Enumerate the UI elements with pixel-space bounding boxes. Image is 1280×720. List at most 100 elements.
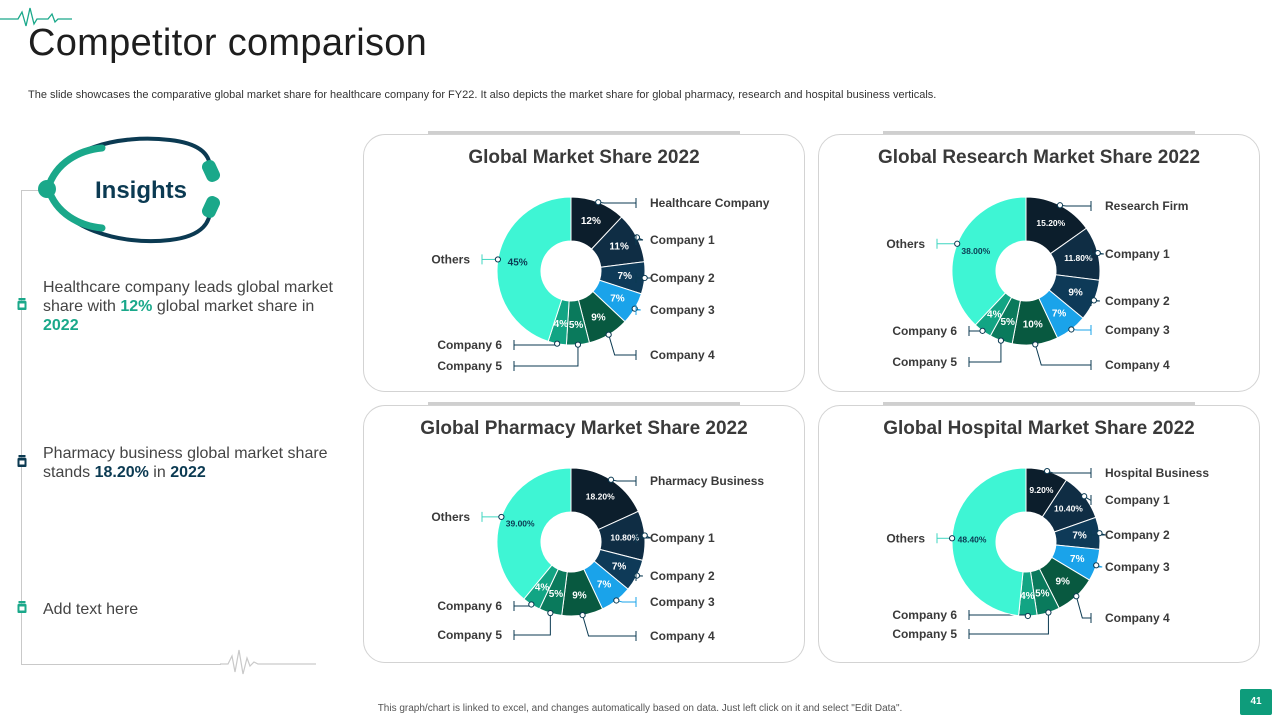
- category-label: Company 4: [650, 629, 715, 643]
- leader-dot: [1090, 297, 1098, 304]
- chart-title: Global Hospital Market Share 2022: [883, 418, 1195, 439]
- category-label: Company 2: [650, 569, 715, 583]
- slice-value-label: 9%: [1055, 577, 1070, 588]
- category-label: Research Firm: [1105, 199, 1188, 213]
- heartbeat-line-icon: [0, 7, 72, 27]
- slice-value-label: 38.00%: [961, 246, 990, 256]
- page-subtitle: The slide showcases the comparative glob…: [28, 89, 937, 101]
- leader-line: [514, 344, 579, 367]
- leader-dot: [595, 199, 602, 206]
- insight-1: Healthcare company leads global market s…: [43, 278, 343, 335]
- panel-bottom-line: [21, 664, 221, 665]
- category-label: Company 4: [1105, 358, 1170, 372]
- insight-2-highlight-percent: 18.20%: [94, 464, 149, 481]
- leader-dot: [498, 513, 505, 521]
- insight-2-highlight-year: 2022: [170, 464, 206, 481]
- slice-value-label: 9%: [1068, 287, 1083, 298]
- slice-value-label: 39.00%: [506, 519, 535, 529]
- leader-dot: [607, 476, 615, 483]
- slice-value-label: 4%: [987, 310, 1002, 321]
- category-label: Others: [431, 510, 470, 524]
- leader-dot: [633, 234, 641, 241]
- slice-value-label: 7%: [1052, 309, 1067, 320]
- leader-dot: [574, 341, 582, 348]
- category-label: Company 4: [1105, 611, 1170, 625]
- donut-hole: [996, 241, 1056, 301]
- leader-dot: [613, 597, 620, 604]
- slice-value-label: 5%: [549, 589, 564, 600]
- category-label: Healthcare Company: [650, 196, 770, 210]
- footer-note: This graph/chart is linked to excel, and…: [377, 703, 903, 714]
- leader-dot: [1032, 341, 1039, 348]
- leader-line: [1059, 204, 1091, 207]
- leader-dot: [1043, 467, 1051, 475]
- slice-value-label: 48.40%: [958, 534, 987, 544]
- bottle-bullet-icon: [17, 601, 27, 613]
- leader-dot: [641, 274, 648, 282]
- slice-value-label: 18.20%: [586, 492, 615, 502]
- slice-value-label: 45%: [508, 258, 528, 269]
- leader-line: [582, 614, 636, 637]
- slice-value-label: 4%: [554, 319, 569, 330]
- slice-value-label: 9%: [572, 590, 587, 601]
- category-label: Company 3: [1105, 560, 1170, 574]
- card-tab: [883, 402, 1195, 406]
- category-label: Company 2: [1105, 294, 1170, 308]
- category-label: Company 1: [1105, 247, 1170, 261]
- slice-value-label: 11.80%: [1064, 253, 1093, 263]
- chart-card-research: Global Research Market Share 2022 15.20%…: [818, 134, 1260, 392]
- category-label: Company 2: [650, 271, 715, 285]
- leader-dot: [528, 601, 535, 608]
- leader-dot: [1096, 530, 1103, 537]
- leader-dot: [1045, 609, 1052, 616]
- leader-dot: [979, 327, 986, 334]
- slice-value-label: 10%: [1023, 320, 1043, 331]
- donut-hole: [996, 512, 1056, 572]
- panel-vertical-line: [21, 190, 22, 664]
- bottle-bullet-icon: [17, 455, 27, 467]
- category-label: Pharmacy Business: [650, 474, 764, 488]
- donut-chart: 15.20% Research Firm 11.80% Company 1 9% Comp…: [886, 196, 1188, 372]
- chart-title: Global Market Share 2022: [468, 147, 700, 168]
- category-label: Hospital Business: [1105, 466, 1209, 480]
- slice-value-label: 5%: [1000, 317, 1015, 328]
- slice-value-label: 9.20%: [1029, 485, 1054, 495]
- leader-line: [1046, 470, 1091, 474]
- slice-value-label: 10.80%: [610, 532, 639, 542]
- leader-dot: [579, 611, 586, 619]
- donut-chart: 9.20% Hospital Business 10.40% Company 1 7% C…: [886, 466, 1209, 641]
- card-tab: [428, 131, 740, 135]
- leader-line: [514, 343, 558, 346]
- leader-line: [969, 612, 1049, 635]
- leader-dot: [997, 337, 1005, 344]
- leader-dot: [1024, 612, 1031, 620]
- leader-dot: [1073, 593, 1080, 600]
- slice-value-label: 9%: [591, 312, 606, 323]
- category-label: Company 1: [650, 233, 715, 247]
- category-label: Company 3: [650, 303, 715, 317]
- donut-chart: 18.20% Pharmacy Business 10.80% Company 1 7%…: [431, 467, 764, 643]
- insight-2-text-mid: in: [148, 464, 171, 481]
- slice-value-label: 7%: [618, 271, 633, 282]
- slice-value-label: 5%: [569, 320, 584, 331]
- slice-value-label: 5%: [1035, 588, 1050, 599]
- chart-title: Global Pharmacy Market Share 2022: [420, 418, 748, 439]
- leader-dot: [948, 535, 956, 542]
- leader-line: [598, 201, 636, 204]
- insight-2: Pharmacy business global market share st…: [43, 444, 343, 482]
- insight-1-highlight-year: 2022: [43, 317, 79, 334]
- chart-card-pharmacy: Global Pharmacy Market Share 2022 18.20%…: [363, 405, 805, 663]
- slice-value-label: 7%: [1070, 554, 1085, 565]
- category-label: Company 1: [1105, 493, 1170, 507]
- slice-value-label: 7%: [597, 580, 612, 591]
- chart-title: Global Research Market Share 2022: [877, 147, 1201, 168]
- category-label: Others: [886, 237, 925, 251]
- page-number: 41: [1240, 689, 1272, 715]
- slice-value-label: 7%: [610, 293, 625, 304]
- category-label: Others: [886, 531, 925, 545]
- insight-2-text: Pharmacy business global market share st…: [43, 445, 328, 481]
- leader-dot: [554, 340, 561, 347]
- donut-chart: 12% Healthcare Company 11% Company 1 7% Compa…: [431, 196, 770, 373]
- category-label: Company 6: [437, 599, 502, 613]
- panel-top-line: [21, 190, 39, 191]
